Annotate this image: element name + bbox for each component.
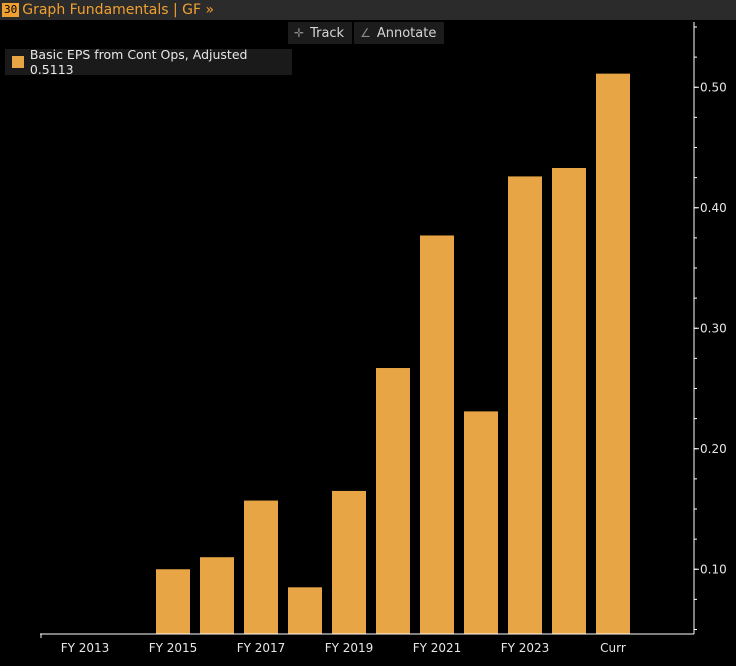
x-tick-label: FY 2013 [61, 641, 110, 655]
y-tick-label: 0.50 [700, 80, 727, 94]
bar-fy-2021[interactable] [420, 235, 454, 634]
x-tick-label: FY 2019 [325, 641, 374, 655]
bar-fy-2022[interactable] [464, 411, 498, 634]
track-button[interactable]: ✛ Track [288, 22, 353, 44]
pencil-icon: ∠ [360, 26, 371, 40]
bar-fy-2018[interactable] [288, 587, 322, 634]
y-tick-label: 0.30 [700, 321, 727, 335]
track-label: Track [310, 25, 345, 41]
x-tick-label: Curr [600, 641, 626, 655]
window-title[interactable]: Graph Fundamentals | GF » [22, 2, 215, 18]
x-tick-label: FY 2015 [149, 641, 198, 655]
legend[interactable]: Basic EPS from Cont Ops, Adjusted 0.5113 [5, 47, 292, 77]
bar-fy-2020[interactable] [376, 368, 410, 634]
y-tick-label: 0.40 [700, 201, 727, 215]
x-tick-label: FY 2023 [501, 641, 550, 655]
bar-fy-2015[interactable] [156, 569, 190, 634]
y-tick-label: 0.10 [700, 562, 727, 576]
x-tick-label: FY 2021 [413, 641, 462, 655]
bars-group [156, 73, 630, 635]
legend-swatch [12, 56, 24, 68]
bar-fy-2024[interactable] [552, 167, 586, 635]
x-axis: FY 2013 FY 2015 FY 2017 FY 2019 FY 2021 FY 20… [40, 633, 694, 655]
y-axis: 0.10 0.20 0.30 0.40 0.50 [693, 22, 727, 634]
bar-fy-2017[interactable] [244, 500, 278, 634]
chart-toolbar: ✛ Track ∠ Annotate [288, 22, 445, 44]
crosshair-icon: ✛ [294, 26, 305, 40]
annotate-label: Annotate [376, 25, 437, 41]
y-tick-label: 0.20 [700, 442, 727, 456]
legend-label: Basic EPS from Cont Ops, Adjusted 0.5113 [29, 47, 248, 77]
x-tick-label: FY 2017 [237, 641, 286, 655]
bar-curr[interactable] [596, 73, 630, 635]
bar-fy-2023[interactable] [508, 176, 542, 635]
annotate-button[interactable]: ∠ Annotate [354, 22, 445, 44]
function-number: 30 [2, 3, 20, 17]
bar-fy-2019[interactable] [332, 490, 366, 634]
bar-fy-2016[interactable] [200, 557, 234, 634]
title-bar: 30 Graph Fundamentals | GF » [0, 0, 736, 20]
